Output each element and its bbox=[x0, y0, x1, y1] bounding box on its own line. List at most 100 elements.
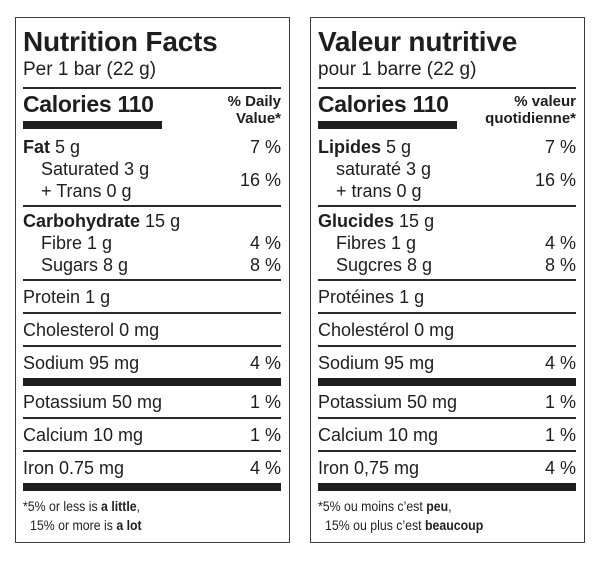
fat-row: Lipides 5 g 7 % bbox=[318, 136, 576, 158]
footnote-line1: *5% ou moins c’est peu, bbox=[318, 497, 545, 516]
divider bbox=[23, 279, 281, 281]
sodium-amount: 95 mg bbox=[89, 353, 140, 373]
protein-row: Protéines 1 g bbox=[318, 281, 576, 312]
fibre-dv: 4 % bbox=[544, 233, 576, 253]
potassium-dv: 1 % bbox=[249, 392, 281, 412]
cholesterol-row: Cholesterol 0 mg bbox=[23, 314, 281, 345]
footnote-bold: beaucoup bbox=[425, 517, 484, 533]
iron-row: Iron 0.75 mg 4 % bbox=[23, 452, 281, 483]
carbohydrate-row: Glucides 15 g bbox=[318, 210, 576, 232]
daily-value-header: % valeur quotidienne* bbox=[485, 93, 576, 127]
footnote-bold: a little bbox=[101, 498, 137, 514]
calories-bar bbox=[23, 121, 162, 129]
sugars-label: Sugars 8 g bbox=[41, 255, 129, 275]
saturated-trans-dv: 16 % bbox=[239, 170, 281, 190]
sodium-dv: 4 % bbox=[249, 353, 281, 373]
protein-label: Protéines bbox=[318, 287, 395, 307]
protein-row: Protein 1 g bbox=[23, 281, 281, 312]
carbohydrate-amount: 15 g bbox=[145, 211, 181, 231]
cholesterol-amount: 0 mg bbox=[119, 320, 160, 340]
fibre-dv: 4 % bbox=[249, 233, 281, 253]
calcium-row: Calcium 10 mg 1 % bbox=[23, 419, 281, 450]
footnote-line2: 15% or more is a lot bbox=[23, 516, 250, 535]
divider bbox=[23, 87, 281, 89]
potassium-row: Potassium 50 mg 1 % bbox=[23, 386, 281, 417]
protein-label: Protein bbox=[23, 287, 81, 307]
divider bbox=[318, 87, 576, 89]
calcium-row: Calcium 10 mg 1 % bbox=[318, 419, 576, 450]
panel-title: Nutrition Facts bbox=[23, 26, 218, 57]
calcium-dv: 1 % bbox=[544, 425, 576, 445]
sugars-dv: 8 % bbox=[544, 255, 576, 275]
calories-row: Calories 110 % Daily Value* bbox=[23, 89, 281, 133]
serving-size: pour 1 barre (22 g) bbox=[318, 59, 477, 80]
iron-dv: 4 % bbox=[544, 458, 576, 478]
fat-block: Lipides 5 g 7 % saturaté 3 g + trans 0 g… bbox=[318, 133, 576, 205]
carbohydrate-block: Carbohydrate 15 g Fibre 1 g 4 % Sugars 8… bbox=[23, 207, 281, 279]
carbohydrate-label: Carbohydrate bbox=[23, 211, 141, 231]
divider bbox=[23, 345, 281, 347]
fat-label: Fat bbox=[23, 137, 50, 157]
trans-label: + Trans 0 g bbox=[41, 181, 132, 201]
footnote-text: 15% ou plus c’est bbox=[325, 517, 426, 533]
thick-divider bbox=[318, 483, 576, 491]
footnote-bold: peu bbox=[426, 498, 449, 514]
footnote: *5% or less is a little, 15% or more is … bbox=[23, 491, 250, 535]
fat-dv: 7 % bbox=[544, 137, 576, 157]
calories-label: Calories bbox=[23, 91, 112, 117]
divider bbox=[318, 205, 576, 207]
footnote-text: 15% or more is bbox=[30, 517, 117, 533]
saturated-trans-group: saturaté 3 g + trans 0 g 16 % bbox=[318, 158, 576, 202]
cholesterol-label: Cholestérol bbox=[318, 320, 410, 340]
sugars-label: Sugcres 8 g bbox=[336, 255, 433, 275]
thick-divider bbox=[23, 483, 281, 491]
fat-amount: 5 g bbox=[55, 137, 81, 157]
sodium-row: Sodium 95 mg 4 % bbox=[23, 347, 281, 378]
potassium-row: Potassium 50 mg 1 % bbox=[318, 386, 576, 417]
calories-label: Calories bbox=[318, 91, 407, 117]
calories-text: Calories 110 bbox=[318, 91, 449, 118]
iron-label: Iron 0.75 mg bbox=[23, 458, 125, 478]
dv-header-line1: % valeur bbox=[514, 93, 576, 110]
thick-divider bbox=[318, 378, 576, 386]
footnote-text: , bbox=[448, 498, 452, 514]
footnote-bold: a lot bbox=[116, 517, 142, 533]
divider bbox=[318, 345, 576, 347]
footnote-line2: 15% ou plus c’est beaucoup bbox=[318, 516, 545, 535]
footnote-text: *5% or less is bbox=[23, 498, 102, 514]
iron-label: Iron 0,75 mg bbox=[318, 458, 420, 478]
saturated-label: saturaté 3 g bbox=[336, 159, 432, 179]
sodium-label: Sodium bbox=[318, 353, 380, 373]
nutrition-facts-panel-french: Valeur nutritive pour 1 barre (22 g) Cal… bbox=[310, 17, 585, 543]
fat-label: Lipides bbox=[318, 137, 382, 157]
carbohydrate-label: Glucides bbox=[318, 211, 395, 231]
footnote-text: , bbox=[136, 498, 141, 514]
fibre-label: Fibre 1 g bbox=[41, 233, 113, 253]
protein-amount: 1 g bbox=[85, 287, 111, 307]
divider bbox=[23, 205, 281, 207]
saturated-trans-dv: 16 % bbox=[534, 170, 576, 190]
calcium-label: Calcium 10 mg bbox=[318, 425, 439, 445]
nutrition-facts-panel-english: Nutrition Facts Per 1 bar (22 g) Calorie… bbox=[15, 17, 290, 543]
potassium-dv: 1 % bbox=[544, 392, 576, 412]
sugars-row: Sugars 8 g 8 % bbox=[23, 254, 281, 276]
footnote-line1: *5% or less is a little, bbox=[23, 497, 250, 516]
cholesterol-row: Cholestérol 0 mg bbox=[318, 314, 576, 345]
fat-row: Fat 5 g 7 % bbox=[23, 136, 281, 158]
carbohydrate-amount: 15 g bbox=[399, 211, 435, 231]
fibre-label: Fibres 1 g bbox=[336, 233, 417, 253]
saturated-trans-group: Saturated 3 g + Trans 0 g 16 % bbox=[23, 158, 281, 202]
protein-amount: 1 g bbox=[399, 287, 425, 307]
carbohydrate-block: Glucides 15 g Fibres 1 g 4 % Sugcres 8 g… bbox=[318, 207, 576, 279]
iron-dv: 4 % bbox=[249, 458, 281, 478]
divider bbox=[318, 279, 576, 281]
fat-block: Fat 5 g 7 % Saturated 3 g + Trans 0 g 16… bbox=[23, 133, 281, 205]
divider bbox=[318, 450, 576, 452]
dv-header-line2: Value* bbox=[235, 110, 281, 127]
sodium-dv: 4 % bbox=[544, 353, 576, 373]
calories-value: 110 bbox=[412, 91, 449, 117]
potassium-label: Potassium 50 mg bbox=[318, 392, 458, 412]
divider bbox=[318, 312, 576, 314]
calcium-label: Calcium 10 mg bbox=[23, 425, 144, 445]
sodium-amount: 95 mg bbox=[384, 353, 435, 373]
